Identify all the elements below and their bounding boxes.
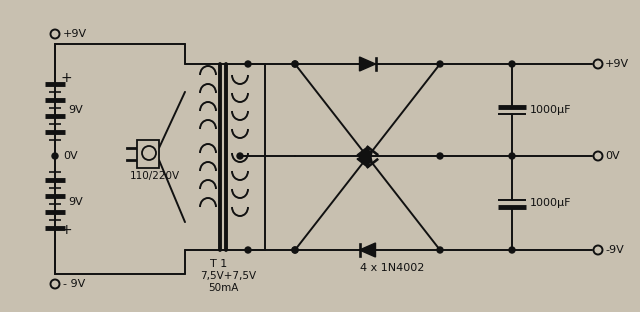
Circle shape — [245, 61, 251, 67]
Circle shape — [292, 61, 298, 67]
Circle shape — [509, 153, 515, 159]
Circle shape — [52, 153, 58, 159]
Text: -9V: -9V — [605, 245, 624, 255]
Polygon shape — [357, 146, 372, 163]
Circle shape — [437, 61, 443, 67]
Circle shape — [292, 247, 298, 253]
Circle shape — [509, 61, 515, 67]
Text: T 1: T 1 — [210, 259, 227, 269]
Polygon shape — [360, 57, 376, 71]
Circle shape — [509, 247, 515, 253]
Text: +: + — [60, 71, 72, 85]
Circle shape — [437, 153, 443, 159]
Text: 1000μF: 1000μF — [530, 105, 572, 115]
Text: 1000μF: 1000μF — [530, 198, 572, 208]
Text: 0V: 0V — [605, 151, 620, 161]
Text: 7,5V+7,5V: 7,5V+7,5V — [200, 271, 256, 281]
Circle shape — [245, 247, 251, 253]
Text: +9V: +9V — [605, 59, 629, 69]
Text: 50mA: 50mA — [208, 283, 238, 293]
Circle shape — [593, 152, 602, 160]
Circle shape — [437, 247, 443, 253]
Circle shape — [292, 61, 298, 67]
Bar — [137, 140, 159, 168]
Circle shape — [51, 280, 60, 289]
Circle shape — [593, 246, 602, 255]
Circle shape — [292, 247, 298, 253]
Text: 9V: 9V — [68, 197, 83, 207]
Text: +9V: +9V — [63, 29, 87, 39]
Circle shape — [237, 153, 243, 159]
Text: - 9V: - 9V — [63, 279, 85, 289]
Text: 4 x 1N4002: 4 x 1N4002 — [360, 263, 424, 273]
Circle shape — [51, 30, 60, 38]
Polygon shape — [357, 151, 372, 168]
Text: 0V: 0V — [63, 151, 77, 161]
Text: +: + — [60, 223, 72, 237]
Text: 9V: 9V — [68, 105, 83, 115]
Polygon shape — [360, 243, 376, 257]
Text: 110/220V: 110/220V — [130, 171, 180, 181]
Circle shape — [593, 60, 602, 69]
